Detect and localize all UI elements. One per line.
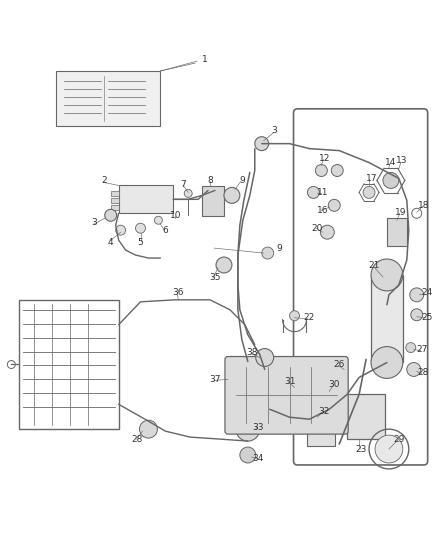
Text: 34: 34 [252,455,263,464]
Circle shape [216,257,232,273]
Text: 28: 28 [132,434,143,443]
Circle shape [371,346,403,378]
Bar [111,205,119,211]
Text: 18: 18 [418,201,429,210]
Text: 6: 6 [162,225,168,235]
Circle shape [140,420,157,438]
Circle shape [363,187,375,198]
Bar [347,394,385,439]
Bar [202,187,224,216]
Bar [307,414,335,446]
Circle shape [236,417,260,441]
Text: 30: 30 [328,380,340,389]
Text: 22: 22 [304,313,315,322]
Circle shape [105,209,117,221]
FancyBboxPatch shape [225,357,348,434]
Circle shape [375,435,403,463]
Circle shape [315,165,327,176]
Circle shape [293,384,303,394]
Circle shape [371,259,403,291]
Text: 31: 31 [284,377,295,386]
Text: 29: 29 [393,434,405,443]
Bar [56,71,160,126]
Text: 9: 9 [277,244,283,253]
Text: 27: 27 [416,345,427,354]
Text: 35: 35 [209,273,221,282]
Circle shape [184,189,192,197]
Circle shape [116,225,126,235]
Text: 4: 4 [108,238,113,247]
Text: 5: 5 [138,238,143,247]
Text: 38: 38 [246,348,258,357]
Circle shape [383,173,399,188]
Text: 1: 1 [202,54,208,63]
Circle shape [290,311,300,321]
Circle shape [135,223,145,233]
Circle shape [155,216,162,224]
Circle shape [262,247,274,259]
Circle shape [240,447,256,463]
Circle shape [224,188,240,203]
Text: 7: 7 [180,180,186,189]
Bar [19,300,119,429]
Bar [111,191,119,196]
Circle shape [331,165,343,176]
Text: 2: 2 [101,176,106,185]
Text: 20: 20 [312,224,323,233]
Text: 37: 37 [209,375,221,384]
Text: 9: 9 [239,176,245,185]
Circle shape [410,288,424,302]
Circle shape [406,343,416,352]
Text: 24: 24 [421,288,432,297]
Text: 16: 16 [317,206,328,215]
Circle shape [328,199,340,211]
Text: 36: 36 [173,288,184,297]
Text: 3: 3 [91,218,97,227]
Circle shape [256,349,274,367]
Bar [387,218,407,246]
Text: 14: 14 [385,158,396,167]
Bar [371,275,403,362]
Text: 3: 3 [272,126,278,135]
Text: 19: 19 [395,208,406,217]
Text: 13: 13 [396,156,408,165]
Bar [111,198,119,203]
Circle shape [307,187,319,198]
Text: 10: 10 [170,211,181,220]
Text: 25: 25 [421,313,432,322]
Text: 11: 11 [317,188,328,197]
Text: 33: 33 [252,423,264,432]
Circle shape [320,225,334,239]
Circle shape [407,362,421,376]
Text: 17: 17 [366,174,378,183]
Text: 21: 21 [368,261,380,270]
Text: 32: 32 [318,407,330,416]
Text: 23: 23 [355,445,367,454]
Circle shape [255,136,268,151]
Text: 26: 26 [334,360,345,369]
Text: 28: 28 [417,368,428,377]
Text: 12: 12 [318,154,330,163]
Circle shape [411,309,423,321]
Bar [318,389,347,427]
Text: 8: 8 [207,176,213,185]
Bar [119,185,173,213]
